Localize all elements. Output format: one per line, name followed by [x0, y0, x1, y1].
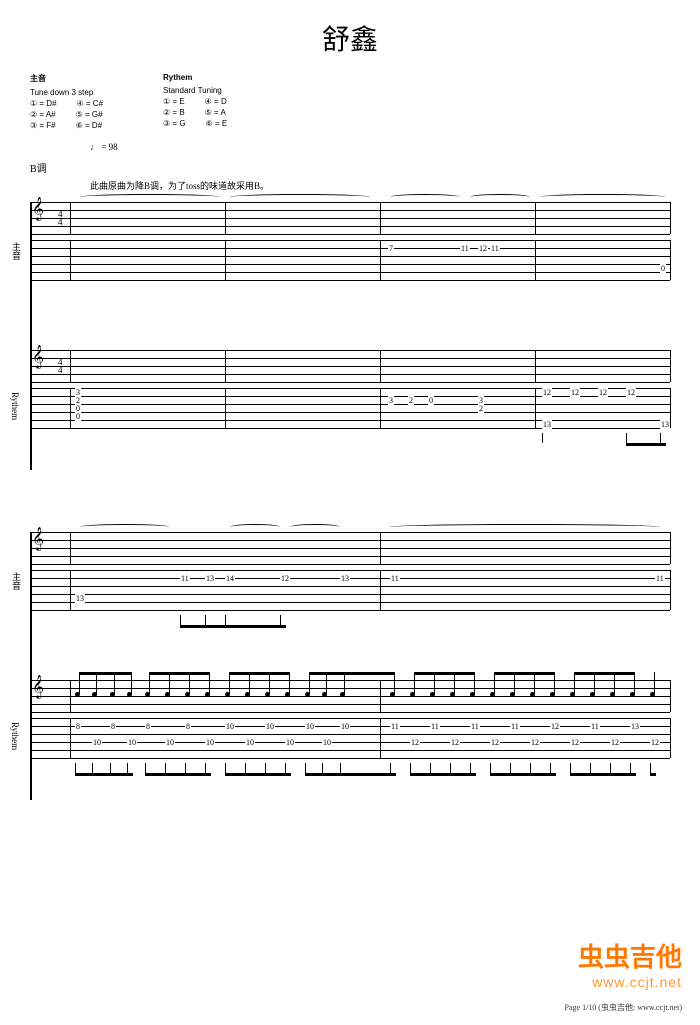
footer: Page 1/10 (虫虫吉他: www.ccjt.net) — [565, 1002, 682, 1013]
tab-number: 0 — [428, 396, 434, 405]
tuning-section: 主音 Tune down 3 step ① = D# ④ = C# ② = A# ⑤… — [30, 73, 700, 130]
tab-number: 0 — [75, 412, 81, 421]
t: ① = D# — [30, 99, 57, 108]
rhythm-label: Rythem — [10, 392, 20, 420]
tab-number: 12 — [570, 388, 580, 397]
tab-number: 13 — [542, 420, 552, 429]
t: ⑤ = G# — [76, 110, 103, 119]
tab-number: 14 — [225, 574, 235, 583]
caption: 此曲原曲为降B调，为了toss的味道故采用B。 — [90, 179, 700, 192]
watermark-url: www.ccjt.net — [578, 974, 682, 990]
tuning-left-sub: Tune down 3 step — [30, 88, 103, 97]
lead-tab-2: 13 11 13 14 12 13 11 11 — [30, 570, 700, 610]
t: ② = A# — [30, 110, 56, 119]
system-2: 主音 𝄞 1311131412131111 Rythem 𝄞 888810101… — [30, 532, 700, 842]
system-1: 主音 𝄞44 71112110 Rythem 𝄞44 3200320321212… — [30, 202, 700, 502]
rhythm-staff: 𝄞44 — [30, 350, 700, 382]
tab-number: 11 — [460, 244, 470, 253]
tuning-right-sub: Standard Tuning — [163, 86, 227, 95]
tab-number: 13 — [205, 574, 215, 583]
tuning-left-header: 主音 — [30, 73, 103, 84]
tuning-right: Rythem Standard Tuning ① = E ④ = D ② = B ⑤… — [163, 73, 227, 130]
watermark-cn: 虫虫吉他 — [578, 937, 682, 974]
t: ⑤ = A — [205, 108, 226, 117]
tab-number: 11 — [490, 244, 500, 253]
tab-number: 7 — [388, 244, 394, 253]
t: ③ = G — [163, 119, 186, 128]
t: ④ = C# — [77, 99, 104, 108]
tab-number: 11 — [655, 574, 665, 583]
tab-number: 12 — [478, 244, 488, 253]
t: ⑥ = D# — [76, 121, 103, 130]
t: ① = E — [163, 97, 185, 106]
lead-label-2: 主音 — [10, 572, 23, 590]
t: ③ = F# — [30, 121, 56, 130]
tab-number: 12 — [280, 574, 290, 583]
tuning-right-header: Rythem — [163, 73, 227, 82]
tempo-mark: ♩ = 98 — [90, 142, 700, 152]
tab-number: 13 — [660, 420, 670, 429]
tab-number: 11 — [390, 574, 400, 583]
rhythm-staff-2: 𝄞 — [30, 680, 700, 712]
tab-number: 13 — [75, 594, 85, 603]
tuning-left: 主音 Tune down 3 step ① = D# ④ = C# ② = A# ⑤… — [30, 73, 103, 130]
tab-number: 11 — [180, 574, 190, 583]
tab-number: 12 — [542, 388, 552, 397]
tab-number: 0 — [660, 264, 666, 273]
tab-number: 12 — [626, 388, 636, 397]
rhythm-tab-2: 8888101010101111111112111310101010101010… — [30, 718, 700, 758]
lead-label: 主音 — [10, 242, 23, 260]
tab-number: 13 — [340, 574, 350, 583]
lead-staff: 𝄞44 — [30, 202, 700, 234]
watermark: 虫虫吉他 www.ccjt.net — [578, 937, 682, 990]
tab-number: 2 — [408, 396, 414, 405]
tab-number: 12 — [598, 388, 608, 397]
lead-staff-2: 𝄞 — [30, 532, 700, 564]
rhythm-label-2: Rythem — [10, 722, 20, 750]
title: 舒鑫 — [0, 18, 700, 58]
t: ② = B — [163, 108, 185, 117]
tab-number: 2 — [478, 404, 484, 413]
key-label: B调 — [30, 160, 700, 175]
rhythm-tab: 320032032121212121313 — [30, 388, 700, 428]
t: ④ = D — [205, 97, 227, 106]
t: ⑥ = E — [206, 119, 228, 128]
tab-number: 3 — [388, 396, 394, 405]
lead-tab: 71112110 — [30, 240, 700, 280]
